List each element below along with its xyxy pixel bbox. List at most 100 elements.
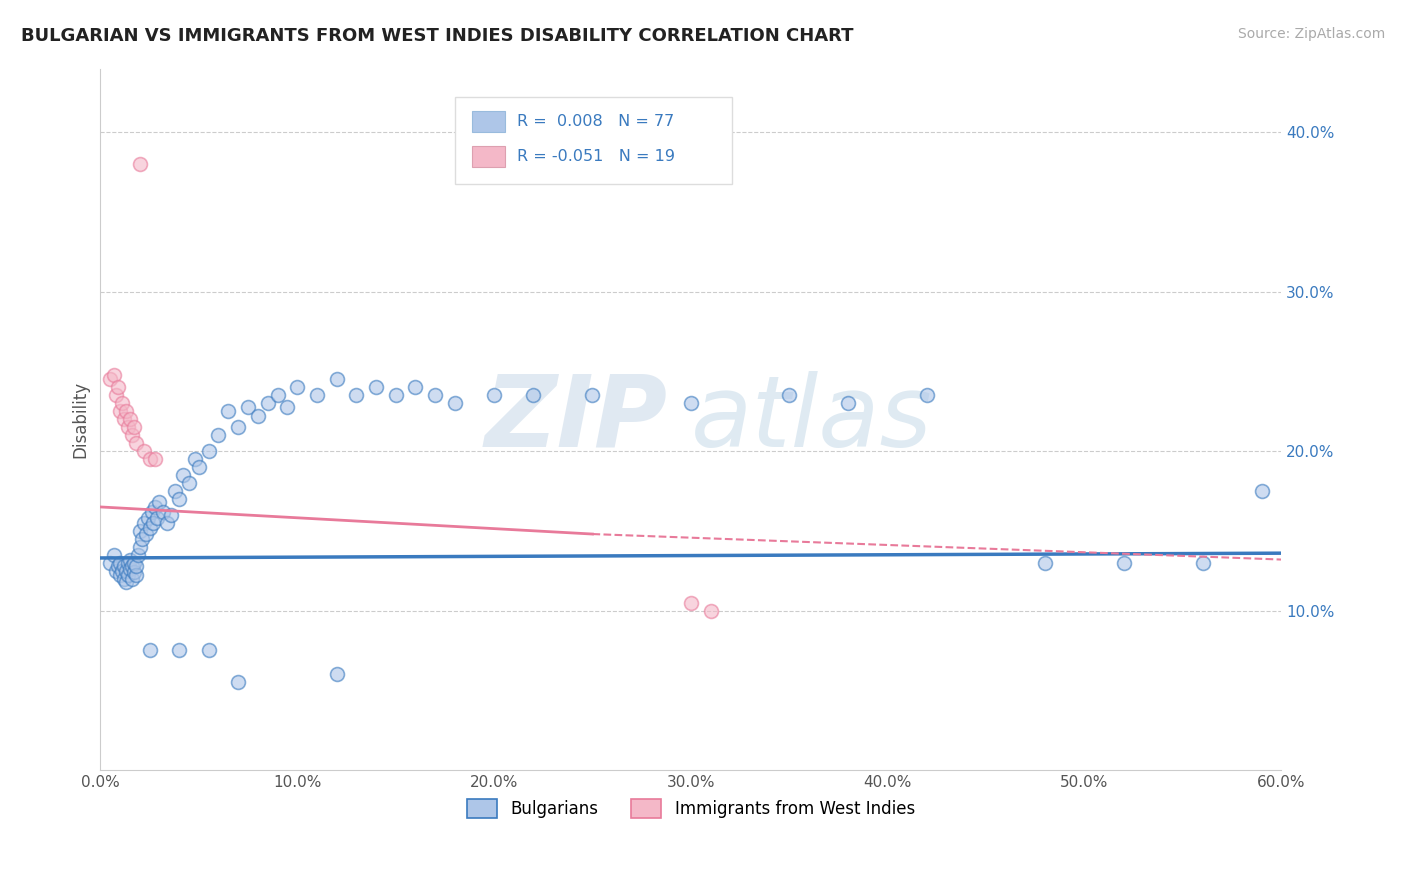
Point — [187, 460, 209, 475]
Point — [246, 409, 269, 423]
Point — [226, 420, 249, 434]
Point — [679, 396, 702, 410]
Point — [364, 380, 387, 394]
Point — [122, 556, 145, 570]
Point — [118, 562, 141, 576]
Point — [837, 396, 859, 410]
Point — [117, 420, 139, 434]
Point — [138, 452, 160, 467]
Point — [1191, 556, 1213, 570]
Point — [156, 516, 179, 530]
Point — [184, 452, 207, 467]
Point — [112, 558, 135, 573]
Point — [105, 564, 128, 578]
Point — [138, 521, 160, 535]
Point — [305, 388, 328, 402]
Point — [1112, 556, 1135, 570]
Point — [266, 388, 288, 402]
Point — [167, 643, 190, 657]
Point — [136, 511, 159, 525]
Point — [325, 667, 347, 681]
Y-axis label: Disability: Disability — [72, 381, 89, 458]
Point — [118, 552, 141, 566]
Point — [160, 508, 183, 522]
Point — [145, 452, 167, 467]
Point — [107, 380, 129, 394]
Point — [141, 505, 163, 519]
Point — [125, 568, 148, 582]
Point — [128, 540, 150, 554]
Point — [125, 436, 148, 450]
Point — [108, 568, 131, 582]
FancyBboxPatch shape — [454, 96, 733, 185]
Point — [127, 548, 149, 562]
Text: R = -0.051   N = 19: R = -0.051 N = 19 — [517, 149, 675, 164]
Legend: Bulgarians, Immigrants from West Indies: Bulgarians, Immigrants from West Indies — [460, 792, 922, 825]
Point — [117, 556, 139, 570]
Point — [384, 388, 406, 402]
Point — [138, 643, 160, 657]
Point — [108, 556, 131, 570]
Point — [236, 400, 259, 414]
Point — [122, 566, 145, 580]
Point — [121, 428, 143, 442]
Point — [145, 500, 167, 514]
Point — [522, 388, 544, 402]
Point — [177, 476, 200, 491]
Point — [679, 596, 702, 610]
Point — [103, 548, 125, 562]
Point — [581, 388, 603, 402]
FancyBboxPatch shape — [472, 145, 505, 167]
Text: BULGARIAN VS IMMIGRANTS FROM WEST INDIES DISABILITY CORRELATION CHART: BULGARIAN VS IMMIGRANTS FROM WEST INDIES… — [21, 27, 853, 45]
FancyBboxPatch shape — [472, 111, 505, 132]
Point — [152, 505, 174, 519]
Point — [699, 603, 721, 617]
Point — [443, 396, 465, 410]
Point — [1033, 556, 1056, 570]
Point — [105, 388, 128, 402]
Point — [146, 511, 169, 525]
Point — [132, 516, 155, 530]
Point — [103, 368, 125, 382]
Point — [121, 558, 143, 573]
Point — [344, 388, 367, 402]
Point — [125, 558, 148, 573]
Point — [128, 157, 150, 171]
Point — [915, 388, 938, 402]
Point — [108, 404, 131, 418]
Point — [778, 388, 800, 402]
Point — [172, 468, 194, 483]
Text: R =  0.008   N = 77: R = 0.008 N = 77 — [517, 113, 675, 128]
Point — [107, 558, 129, 573]
Point — [132, 444, 155, 458]
Point — [423, 388, 446, 402]
Point — [118, 412, 141, 426]
Point — [148, 495, 170, 509]
Point — [167, 491, 190, 506]
Point — [226, 675, 249, 690]
Point — [207, 428, 229, 442]
Text: ZIP: ZIP — [484, 371, 668, 467]
Point — [122, 420, 145, 434]
Point — [115, 404, 138, 418]
Point — [112, 412, 135, 426]
Point — [98, 556, 121, 570]
Text: atlas: atlas — [690, 371, 932, 467]
Point — [217, 404, 239, 418]
Text: Source: ZipAtlas.com: Source: ZipAtlas.com — [1237, 27, 1385, 41]
Point — [404, 380, 426, 394]
Point — [112, 572, 135, 586]
Point — [197, 444, 219, 458]
Point — [111, 396, 134, 410]
Point — [482, 388, 505, 402]
Point — [142, 516, 165, 530]
Point — [256, 396, 278, 410]
Point — [121, 572, 143, 586]
Point — [98, 372, 121, 386]
Point — [115, 564, 138, 578]
Point — [111, 564, 134, 578]
Point — [276, 400, 298, 414]
Point — [285, 380, 308, 394]
Point — [135, 527, 157, 541]
Point — [128, 524, 150, 538]
